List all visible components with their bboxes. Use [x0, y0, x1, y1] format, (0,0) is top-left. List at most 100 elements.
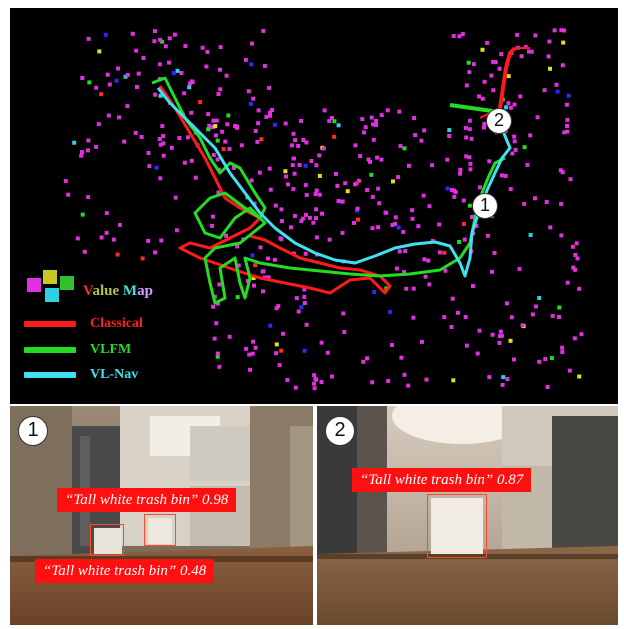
map-point — [374, 123, 379, 127]
value-map-panel: Value Map Classical VLFM VL-Nav 1 2 — [10, 8, 618, 404]
map-point — [361, 359, 366, 364]
map-point — [525, 162, 530, 167]
map-point — [248, 367, 252, 372]
map-point — [123, 74, 128, 79]
map-point — [313, 192, 318, 197]
map-point — [370, 380, 375, 385]
map-point — [368, 159, 372, 164]
map-point — [447, 134, 452, 138]
map-point — [371, 122, 376, 127]
map-point — [550, 313, 555, 318]
map-point — [464, 135, 469, 140]
map-point — [246, 89, 251, 94]
map-point — [458, 171, 462, 176]
map-point — [422, 128, 427, 133]
map-point — [207, 123, 212, 128]
map-point — [480, 96, 485, 101]
map-point — [152, 29, 157, 34]
map-point — [464, 154, 469, 159]
map-point — [160, 124, 165, 129]
map-point — [573, 267, 578, 272]
vlnav-path — [156, 87, 512, 278]
vlnav-label: VL-Nav — [90, 367, 139, 382]
map-point — [248, 101, 253, 106]
map-point — [87, 80, 92, 85]
map-point — [314, 216, 318, 221]
map-point — [469, 136, 474, 141]
map-point — [317, 173, 322, 178]
vlfm-path — [151, 76, 506, 305]
map-point — [512, 139, 517, 144]
map-point — [442, 250, 447, 255]
map-point — [369, 115, 374, 120]
map-point — [534, 304, 538, 309]
detection-label: “Tall white trash bin” 0.87 — [352, 468, 532, 492]
map-point — [239, 143, 244, 148]
map-point — [215, 354, 220, 359]
map-point — [443, 268, 448, 273]
map-point — [104, 230, 109, 235]
map-point — [376, 186, 381, 191]
map-point — [253, 129, 258, 133]
map-point — [250, 351, 255, 356]
vlfm-label: VLFM — [90, 342, 132, 357]
map-point — [506, 101, 511, 106]
map-point — [276, 304, 281, 309]
map-point — [562, 130, 567, 135]
legend-vlnav: VL-Nav — [24, 366, 138, 384]
map-point — [340, 199, 345, 204]
map-point — [560, 350, 565, 355]
map-point — [471, 62, 476, 67]
map-point — [508, 105, 513, 110]
map-point — [402, 372, 407, 377]
map-point — [480, 47, 485, 52]
legend-classical: Classical — [24, 315, 143, 333]
map-point — [272, 257, 277, 262]
map-point — [445, 186, 450, 191]
map-point — [449, 325, 454, 329]
map-point — [261, 289, 265, 294]
map-point — [292, 213, 297, 218]
map-point — [464, 83, 469, 88]
map-point — [549, 356, 554, 361]
map-point — [161, 134, 166, 139]
value-map-swatch-cyan — [45, 288, 59, 302]
map-point — [214, 321, 219, 326]
map-point — [503, 173, 508, 178]
map-point — [274, 306, 279, 311]
map-point — [215, 157, 220, 162]
map-point — [466, 60, 471, 65]
map-point — [300, 216, 305, 221]
map-point — [163, 44, 168, 49]
map-point — [398, 144, 403, 149]
value-map-swatch-green — [60, 276, 74, 290]
map-point — [402, 270, 407, 274]
map-point — [410, 216, 415, 221]
map-point — [519, 54, 524, 59]
map-point — [458, 167, 463, 172]
map-point — [304, 140, 309, 145]
map-point — [135, 85, 139, 89]
map-point — [517, 266, 522, 271]
map-point — [179, 71, 184, 75]
map-point — [365, 188, 370, 192]
map-point — [225, 122, 230, 127]
map-point — [513, 147, 518, 152]
map-point — [321, 146, 326, 151]
map-point — [559, 201, 564, 206]
map-point — [236, 263, 241, 268]
map-point — [122, 139, 127, 144]
map-point — [174, 228, 179, 233]
detection-box-low — [90, 524, 124, 556]
detection-box — [427, 494, 487, 558]
map-point — [198, 100, 203, 105]
map-point — [477, 94, 481, 99]
map-point — [260, 269, 265, 274]
map-point — [94, 144, 99, 149]
detection-label-high: “Tall white trash bin” 0.98 — [57, 488, 237, 512]
map-point — [477, 328, 482, 333]
map-point — [383, 210, 388, 215]
map-point — [560, 170, 565, 175]
map-point — [401, 229, 406, 234]
map-point — [467, 118, 472, 123]
